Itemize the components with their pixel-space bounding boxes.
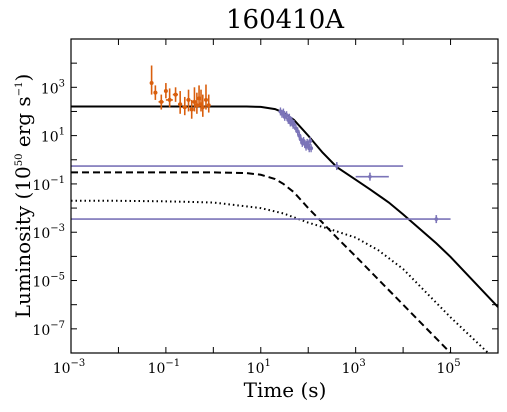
orange-data-point [178, 102, 183, 107]
orange-data-point [206, 103, 211, 108]
x-tick-label: 10−3 [53, 358, 86, 377]
purple-marker-point [334, 164, 339, 168]
purple-data-point [293, 126, 298, 131]
orange-data-point [197, 96, 202, 101]
y-tick-label: 101 [41, 127, 65, 146]
orange-data-point [194, 103, 199, 108]
y-axis-label: Luminosity (1050 erg s−1) [11, 74, 35, 319]
plot-area [71, 65, 498, 353]
orange-data-point [167, 97, 172, 102]
purple-data-point [291, 122, 296, 127]
orange-data-point [192, 99, 197, 104]
orange-data-point [159, 99, 164, 104]
axis-ticks: 10−3 10−1 101 103 105 103 101 10−1 10−3 10−5 10−7 [32, 38, 499, 377]
orange-data-point [182, 105, 187, 110]
y-tick-label: 10−3 [32, 223, 65, 242]
purple-data-point [308, 138, 313, 143]
y-tick-label: 103 [41, 78, 65, 97]
orange-data-point [203, 97, 208, 102]
orange-data-point [173, 92, 178, 97]
orange-data-point [153, 90, 158, 95]
orange-data-point [149, 81, 154, 86]
y-tick-label: 10−1 [32, 175, 65, 194]
x-tick-label: 105 [436, 358, 460, 377]
orange-data-point [163, 89, 168, 94]
y-tick-label: 10−5 [32, 272, 65, 291]
y-tick-label: 10−7 [32, 320, 65, 339]
chart-title: 160410A [226, 5, 345, 35]
plot-frame [70, 38, 499, 354]
x-axis-label: Time (s) [244, 378, 327, 402]
orange-data-point [186, 97, 191, 102]
x-tick-label: 101 [247, 358, 271, 377]
x-tick-label: 103 [342, 358, 366, 377]
purple-data-point [309, 146, 314, 151]
orange-data-point [200, 105, 205, 110]
x-tick-label: 10−1 [148, 358, 181, 377]
model-curve-solid [71, 105, 498, 308]
purple-marker-point [368, 174, 372, 179]
orange-data-point [189, 107, 194, 112]
purple-marker-point [434, 217, 439, 221]
model-curve-dashed [71, 171, 452, 353]
model-curve-dotted [71, 199, 490, 353]
